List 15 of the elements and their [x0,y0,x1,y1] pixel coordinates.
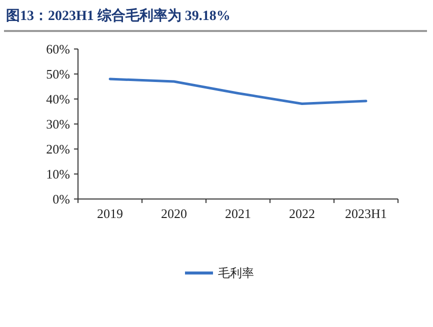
chart-title: 图13：2023H1 综合毛利率为 39.18% [6,7,230,24]
x-tick-label: 2022 [289,206,315,221]
y-tick-label: 60% [46,42,70,57]
x-tick-label: 2020 [161,206,187,221]
legend-label: 毛利率 [218,266,254,280]
x-tick-label: 2021 [225,206,251,221]
y-tick-label: 50% [46,66,70,82]
y-tick-label: 10% [46,166,70,182]
y-tick-label: 40% [46,92,70,107]
y-tick-label: 0% [52,192,70,207]
x-tick-label: 2019 [97,206,123,221]
y-tick-label: 30% [46,116,70,132]
y-tick-label: 20% [46,142,70,157]
x-tick-label: 2023H1 [345,206,387,221]
line-series [108,78,368,105]
